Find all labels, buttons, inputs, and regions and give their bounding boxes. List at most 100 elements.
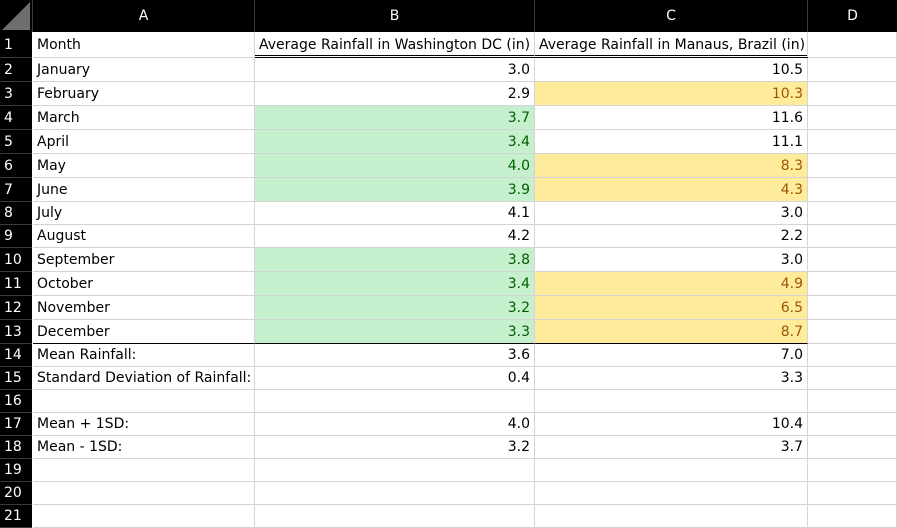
cell-c[interactable]: 10.5 — [535, 58, 808, 82]
row-header[interactable]: 16 — [0, 390, 32, 413]
cell-a[interactable]: January — [33, 58, 255, 82]
row-header[interactable]: 1 — [0, 32, 32, 58]
cell-b[interactable]: 3.9 — [255, 178, 535, 202]
cell-d[interactable] — [808, 459, 897, 482]
cell-d[interactable] — [808, 344, 897, 367]
cell-b[interactable] — [255, 505, 535, 528]
cell-c[interactable]: 4.3 — [535, 178, 808, 202]
cell-b[interactable]: 3.0 — [255, 58, 535, 82]
row-header[interactable]: 8 — [0, 202, 32, 225]
row-header[interactable]: 11 — [0, 272, 32, 296]
cell-a[interactable]: April — [33, 130, 255, 154]
cell-a[interactable]: March — [33, 106, 255, 130]
cell-b[interactable] — [255, 482, 535, 505]
cell-a[interactable] — [33, 459, 255, 482]
cell-d[interactable] — [808, 130, 897, 154]
cell-d[interactable] — [808, 367, 897, 390]
cell-a[interactable]: Mean Rainfall: — [33, 344, 255, 367]
cell-d[interactable] — [808, 482, 897, 505]
cell-b[interactable]: 4.0 — [255, 413, 535, 436]
cell-b[interactable]: 3.2 — [255, 436, 535, 459]
row-header[interactable]: 10 — [0, 248, 32, 272]
cell-a[interactable]: July — [33, 202, 255, 225]
cell-c[interactable]: 10.4 — [535, 413, 808, 436]
cell-d[interactable] — [808, 272, 897, 296]
cell-c[interactable]: 2.2 — [535, 225, 808, 248]
row-header[interactable]: 21 — [0, 505, 32, 528]
cell-c[interactable] — [535, 459, 808, 482]
row-header[interactable]: 9 — [0, 225, 32, 248]
cell-d[interactable] — [808, 202, 897, 225]
cell-c[interactable]: 11.6 — [535, 106, 808, 130]
cell-b[interactable]: 4.2 — [255, 225, 535, 248]
cell-a[interactable] — [33, 390, 255, 413]
cell-a[interactable] — [33, 505, 255, 528]
row-header[interactable]: 3 — [0, 82, 32, 106]
cell-d[interactable] — [808, 248, 897, 272]
row-header[interactable]: 7 — [0, 178, 32, 202]
row-header[interactable]: 6 — [0, 154, 32, 178]
cell-b[interactable]: 0.4 — [255, 367, 535, 390]
cell-b[interactable]: Average Rainfall in Washington DC (in) — [255, 32, 535, 58]
cell-a[interactable]: June — [33, 178, 255, 202]
cell-c[interactable] — [535, 390, 808, 413]
cell-d[interactable] — [808, 82, 897, 106]
cell-a[interactable]: October — [33, 272, 255, 296]
cell-b[interactable]: 3.6 — [255, 344, 535, 367]
cell-d[interactable] — [808, 296, 897, 320]
cell-d[interactable] — [808, 106, 897, 130]
row-header[interactable]: 2 — [0, 58, 32, 82]
cell-c[interactable]: 7.0 — [535, 344, 808, 367]
cell-c[interactable]: 10.3 — [535, 82, 808, 106]
cell-b[interactable]: 3.3 — [255, 320, 535, 344]
row-header[interactable]: 12 — [0, 296, 32, 320]
row-header[interactable]: 15 — [0, 367, 32, 390]
column-header-d[interactable]: D — [847, 8, 858, 24]
cell-a[interactable]: Month — [33, 32, 255, 58]
cell-d[interactable] — [808, 505, 897, 528]
cell-a[interactable]: February — [33, 82, 255, 106]
cell-b[interactable]: 3.7 — [255, 106, 535, 130]
cell-d[interactable] — [808, 154, 897, 178]
cell-c[interactable]: Average Rainfall in Manaus, Brazil (in) — [535, 32, 808, 58]
cell-c[interactable]: 6.5 — [535, 296, 808, 320]
cell-d[interactable] — [808, 390, 897, 413]
cell-a[interactable]: Mean + 1SD: — [33, 413, 255, 436]
row-header[interactable]: 13 — [0, 320, 32, 344]
cell-d[interactable] — [808, 58, 897, 82]
cell-a[interactable] — [33, 482, 255, 505]
row-header[interactable]: 5 — [0, 130, 32, 154]
cell-c[interactable]: 11.1 — [535, 130, 808, 154]
row-header[interactable]: 17 — [0, 413, 32, 436]
cell-b[interactable] — [255, 390, 535, 413]
cell-b[interactable]: 3.4 — [255, 272, 535, 296]
cell-a[interactable]: Standard Deviation of Rainfall: — [33, 367, 255, 390]
row-header[interactable]: 14 — [0, 344, 32, 367]
cell-c[interactable] — [535, 505, 808, 528]
cell-c[interactable]: 8.7 — [535, 320, 808, 344]
cell-a[interactable]: May — [33, 154, 255, 178]
cell-a[interactable]: Mean - 1SD: — [33, 436, 255, 459]
column-header-a[interactable]: A — [33, 0, 255, 32]
column-header-c[interactable]: C — [535, 0, 808, 32]
cell-d[interactable] — [808, 320, 897, 344]
cell-b[interactable] — [255, 459, 535, 482]
cell-b[interactable]: 3.4 — [255, 130, 535, 154]
cell-a[interactable]: November — [33, 296, 255, 320]
column-header-b[interactable]: B — [255, 0, 535, 32]
row-header[interactable]: 18 — [0, 436, 32, 459]
select-all-corner[interactable] — [0, 0, 33, 32]
row-header[interactable]: 20 — [0, 482, 32, 505]
cell-c[interactable]: 3.3 — [535, 367, 808, 390]
cell-b[interactable]: 4.0 — [255, 154, 535, 178]
cell-d[interactable] — [808, 413, 897, 436]
row-header[interactable]: 19 — [0, 459, 32, 482]
cell-c[interactable]: 3.0 — [535, 248, 808, 272]
cell-d[interactable] — [808, 436, 897, 459]
cell-b[interactable]: 2.9 — [255, 82, 535, 106]
row-header[interactable]: 4 — [0, 106, 32, 130]
cell-c[interactable]: 3.7 — [535, 436, 808, 459]
cell-c[interactable] — [535, 482, 808, 505]
cell-d[interactable] — [808, 225, 897, 248]
cell-d[interactable] — [808, 32, 897, 58]
